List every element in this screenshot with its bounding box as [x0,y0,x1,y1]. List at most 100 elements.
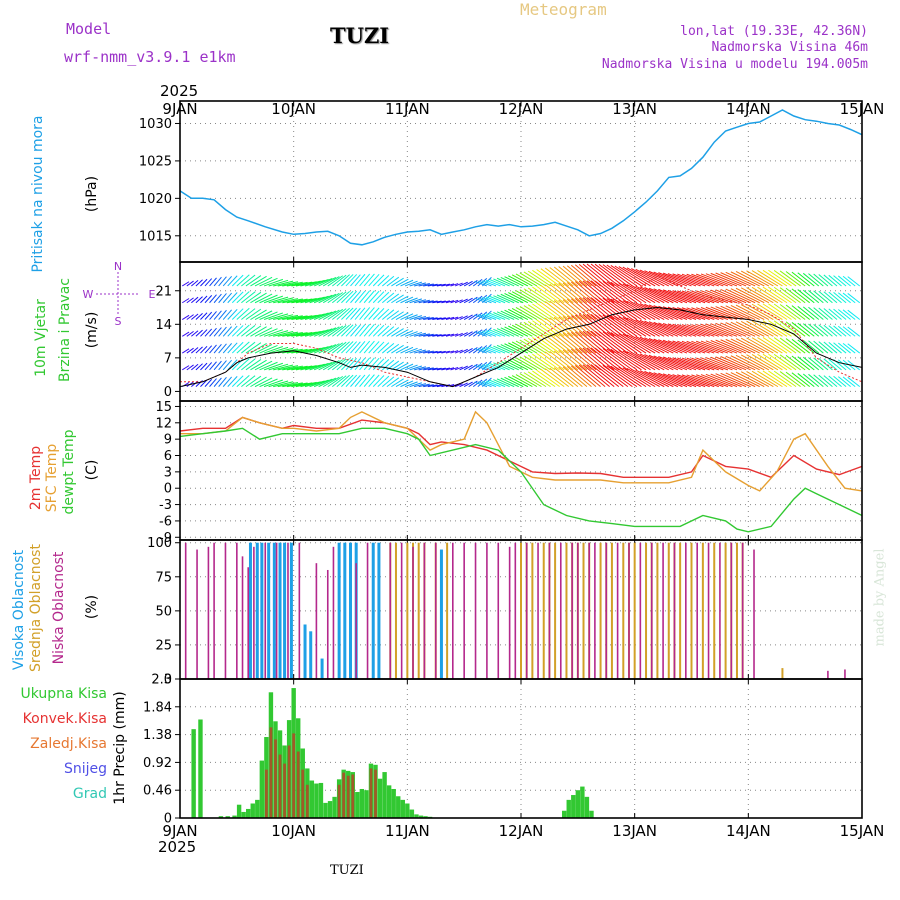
wind-arrow [662,289,697,304]
wind-arrow [273,297,294,304]
wind-arrow [553,333,579,354]
wind-arrow [622,317,656,337]
precip-total-bar [218,816,224,818]
wind-arrow [200,278,208,287]
wind-arrow [359,307,371,320]
wind-arrow [631,284,665,304]
wind-arrow [282,298,303,304]
precip-total-bar [561,810,567,818]
precip-total-bar [409,809,415,818]
cloud-bar [474,542,477,679]
y-tick-label: 15 [155,400,172,415]
model-name: wrf-nmm_v3.9.1 e1km [64,48,236,66]
wind-arrow [785,304,806,320]
wind-arrow [186,347,194,354]
wind-arrow [245,291,262,304]
wind-arrow [797,289,815,304]
precip-conv-bar [342,772,346,818]
wind-arrow [598,297,629,320]
wind-arrow [254,343,273,354]
wind-arrow [359,357,371,371]
wind-arrow [463,280,473,287]
wind-arrow [740,287,770,304]
wind-arrow [304,313,325,320]
wind-arrow [730,288,760,304]
cloud-bar [650,542,653,679]
cloud-bar [827,670,829,679]
wind-arrow [409,315,423,320]
wind-arrow [231,291,244,304]
wind-arrow [653,338,688,354]
wind-arrow [404,331,418,337]
precip-conv-bar [337,784,341,818]
wind-arrow [582,347,610,371]
wind-arrow [404,280,418,287]
compass-letter: N [114,260,122,273]
wind-arrow [350,375,361,387]
wind-arrow [574,365,601,388]
wind-arrow [540,352,565,371]
wind-arrow [740,371,770,388]
wind-arrow [268,279,289,287]
wind-arrow [200,362,208,371]
wind-arrow [570,298,597,320]
wind-arrow [618,282,651,304]
wind-arrow [705,373,738,388]
wind-gust-line [180,275,863,388]
wind-arrow [277,298,299,304]
cloud-bar [577,542,579,679]
cloud-bar [287,542,289,679]
wind-arrow [195,279,203,287]
wind-arrow [259,277,278,287]
wind-arrow [658,372,692,388]
wind-arrow [785,287,806,304]
wind-arrow [773,370,797,388]
wind-arrow [496,294,515,304]
wind-arrow [404,364,418,371]
wind-arrow [757,286,783,304]
wind-arrow [610,348,642,371]
cloud-bar [571,542,573,679]
wind-arrow [382,359,395,371]
cloud-bar [548,542,551,679]
wind-arrow [377,375,390,387]
wind-arrow [322,376,340,388]
wind-arrow [527,371,551,388]
wind-arrow [582,330,610,354]
wind-arrow [236,307,250,320]
wind-arrow [222,326,233,337]
wind-arrow [459,348,468,354]
wind-arrow [459,281,468,287]
wind-arrow [391,311,404,320]
wind-arrow [648,287,683,304]
wind-arrow [610,332,642,354]
wind-arrow [696,307,729,320]
wind-arrow [527,304,551,320]
wind-arrow [504,309,524,320]
wind-arrow [757,353,783,371]
cloud-bar [582,542,585,679]
wind-arrow [562,316,588,337]
wind-arrow [691,324,724,337]
wind-arrow [304,279,325,287]
wind-arrow [286,281,308,287]
wind-arrow [236,375,250,387]
wind-arrow [414,349,427,354]
wind-arrow [842,309,856,320]
wind-arrow [450,350,459,354]
precip-total-bar [400,799,405,818]
wind-arrow [259,378,278,388]
wind-arrow [345,374,358,387]
wind-arrow [363,323,375,337]
wind-arrow [667,323,701,337]
wind-arrow [493,345,510,354]
wind-arrow [345,274,358,287]
wind-arrow [746,270,774,287]
wind-arrow [191,347,199,354]
wind-arrow [241,274,256,287]
wind-arrow [710,306,742,320]
wind-arrow [570,331,597,354]
wind-arrow [677,273,710,287]
wind-arrow [566,332,592,354]
wind-arrow [500,293,519,304]
